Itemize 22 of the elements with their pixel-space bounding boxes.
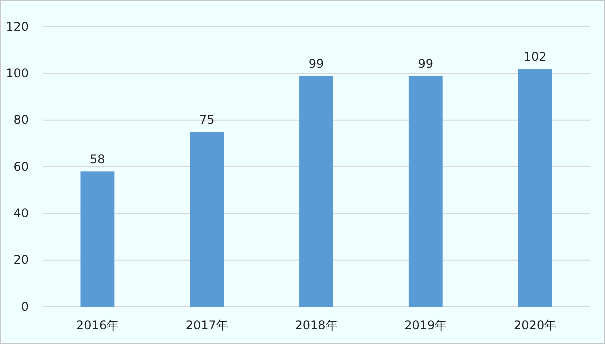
y-tick-label: 20: [14, 253, 29, 268]
bar: [80, 172, 115, 307]
x-tick-label: 2019年: [404, 318, 448, 333]
bar: [408, 76, 443, 307]
x-tick-label: 2017年: [186, 318, 228, 333]
y-tick-label: 0: [21, 300, 29, 314]
y-tick-label: 120: [6, 20, 29, 34]
x-tick-label: 2018年: [295, 318, 338, 333]
bar: [518, 69, 552, 307]
y-tick-label: 80: [14, 113, 29, 128]
data-label: 99: [308, 57, 324, 71]
data-label: 102: [524, 50, 547, 64]
y-tick-label: 60: [14, 160, 29, 174]
data-label: 58: [90, 152, 106, 167]
y-tick-label: 100: [6, 66, 29, 81]
x-tick-label: 2020年: [514, 318, 557, 333]
bar: [190, 132, 224, 307]
y-tick-label: 40: [14, 206, 29, 221]
data-label: 75: [199, 113, 215, 127]
x-tick-label: 2016年: [76, 318, 119, 333]
data-label: 99: [418, 57, 434, 71]
bar: [300, 76, 334, 307]
